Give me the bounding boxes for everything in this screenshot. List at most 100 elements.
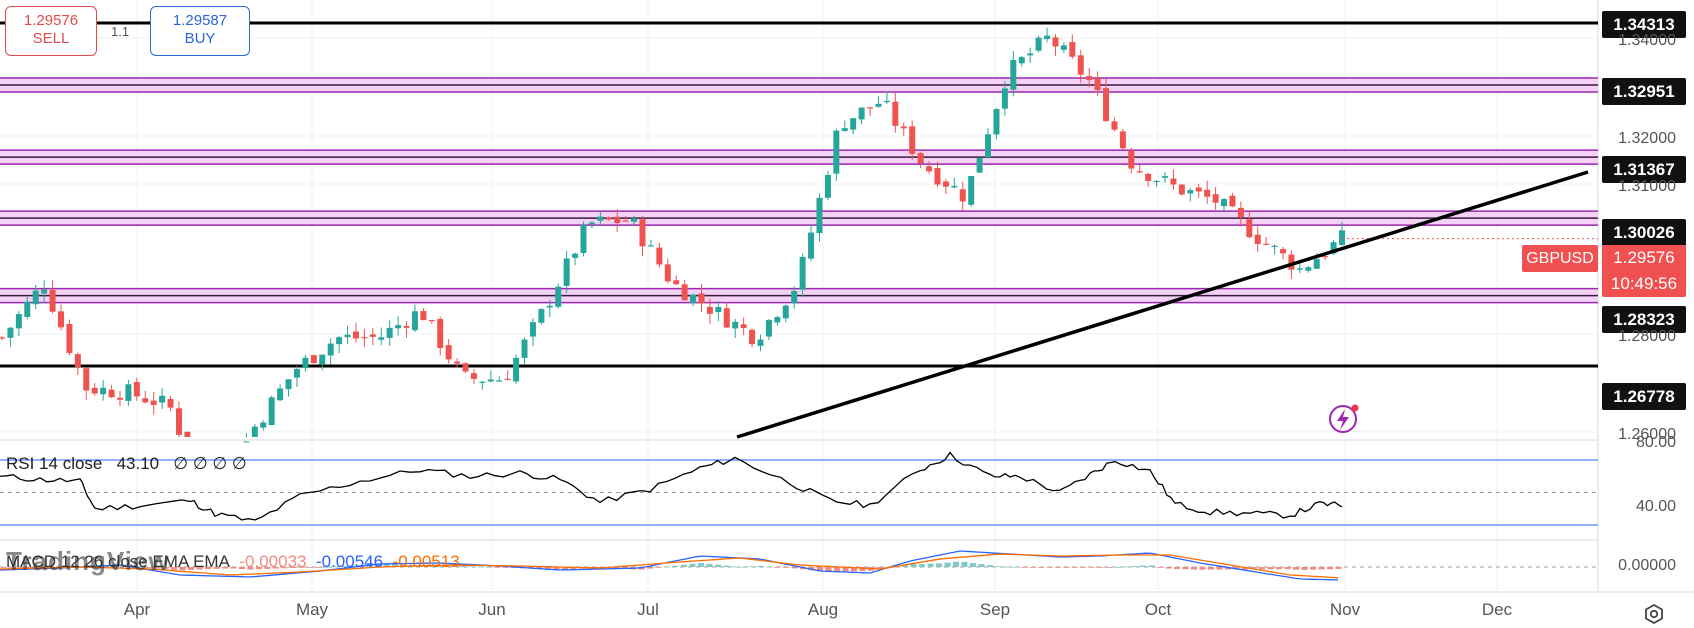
sell-label: SELL <box>32 30 70 47</box>
symbol-label: GBPUSD <box>1522 245 1598 272</box>
candle-body <box>1094 78 1101 91</box>
macd-histogram-bar <box>18 567 24 568</box>
macd-histogram-bar <box>256 567 262 570</box>
macd-histogram-bar <box>825 567 832 572</box>
candle-body <box>1010 59 1017 90</box>
candle-body <box>917 152 924 164</box>
settings-icon[interactable] <box>1643 603 1665 625</box>
macd-histogram-bar <box>613 567 619 569</box>
macd-histogram-bar <box>715 564 721 567</box>
month-aug: Aug <box>807 600 839 619</box>
macd-label: MACD 12 26 close EMA EMA <box>6 552 230 571</box>
macd-histogram-bar <box>375 564 381 567</box>
sell-button[interactable]: 1.29576 SELL <box>5 6 97 56</box>
candle-body <box>7 327 14 338</box>
candle-body <box>605 217 612 220</box>
macd-histogram-bar <box>341 566 347 567</box>
macd-histogram-bar <box>485 566 492 568</box>
candle-body <box>808 232 815 259</box>
month-nov: Nov <box>1329 600 1361 619</box>
macd-histogram-bar <box>995 566 1002 568</box>
candle-body <box>487 379 494 382</box>
candle-body <box>150 400 157 405</box>
candle-body <box>496 380 503 382</box>
macd-histogram-bar <box>698 562 704 567</box>
macd-histogram-bar <box>1012 566 1019 568</box>
candle-body <box>588 222 595 225</box>
price-tick-1: 1.34000 <box>1618 32 1676 49</box>
buy-label: BUY <box>184 30 216 47</box>
candle-body <box>1212 194 1219 203</box>
rsi-tick-40: 40.00 <box>1635 498 1676 515</box>
macd-histogram-bar <box>1123 566 1129 568</box>
candle-body <box>900 126 907 129</box>
candle-body <box>883 100 890 103</box>
buy-button[interactable]: 1.29587 BUY <box>150 6 250 56</box>
macd-histogram-bar <box>740 566 747 568</box>
candle-body <box>116 397 123 400</box>
candle-body <box>386 327 393 338</box>
rsi-placeholders: ∅ ∅ ∅ ∅ <box>173 454 247 473</box>
macd-histogram-bar <box>366 564 373 567</box>
macd-histogram-bar <box>298 567 305 568</box>
candle-body <box>647 245 654 247</box>
level-label-1: 1.34313 <box>1602 11 1686 38</box>
macd-histogram-bar <box>1267 567 1274 570</box>
candle-body <box>437 318 444 348</box>
macd-histogram-bar <box>936 563 942 567</box>
macd-histogram-bar <box>1063 567 1070 568</box>
rsi-tick-80: 80.00 <box>1635 434 1676 451</box>
macd-histogram-bar <box>1318 567 1325 570</box>
macd-histogram-bar <box>1276 567 1282 570</box>
macd-histogram-bar <box>290 567 296 568</box>
macd-histogram-bar <box>681 564 687 567</box>
macd-histogram-bar <box>1225 567 1231 570</box>
candle-body <box>765 319 772 337</box>
candle-body <box>782 305 789 319</box>
macd-histogram-bar <box>1208 567 1214 570</box>
candle-body <box>572 253 579 258</box>
current-price-label: 1.29576 10:49:56 <box>1602 245 1686 297</box>
candle-body <box>968 175 975 205</box>
signal-value: -0.00513 <box>392 552 460 571</box>
current-price: 1.29576 <box>1613 248 1675 267</box>
macd-legend: MACD 12 26 close EMA EMA -0.00033 -0.005… <box>6 552 460 572</box>
macd-histogram-bar <box>247 567 254 570</box>
candle-body <box>740 324 747 329</box>
macd-histogram-bar <box>332 566 339 568</box>
candle-body <box>428 320 435 322</box>
candle-body <box>690 294 697 304</box>
level-label-4: 1.30026 <box>1602 219 1686 246</box>
macd-histogram-bar <box>749 566 755 568</box>
macd-histogram-bar <box>188 567 194 570</box>
candle-body <box>268 397 275 426</box>
macd-histogram-bar <box>723 565 730 567</box>
candle-body <box>1263 243 1270 245</box>
month-jun: Jun <box>478 600 506 619</box>
macd-histogram-bar <box>1106 567 1112 568</box>
trendline <box>736 170 1589 439</box>
macd-histogram-bar <box>307 567 313 568</box>
price-tick-4: 1.28000 <box>1618 328 1676 345</box>
macd-histogram-bar <box>978 564 985 567</box>
candle-body <box>858 107 865 120</box>
macd-histogram-bar <box>919 563 925 567</box>
macd-histogram-bar <box>1284 567 1291 570</box>
candle-body <box>1229 195 1236 207</box>
macd-histogram-bar <box>817 567 823 572</box>
macd-histogram-bar <box>1148 565 1155 567</box>
macd-histogram-bar <box>706 563 713 567</box>
candle-body <box>1018 57 1025 64</box>
price-tick-5: 1.26000 <box>1618 426 1676 443</box>
macd-histogram-bar <box>689 563 696 567</box>
candle-body <box>133 381 140 397</box>
candle-body <box>1339 230 1345 246</box>
candle-body <box>774 317 781 323</box>
macd-histogram-bar <box>1242 567 1248 570</box>
macd-histogram-bar <box>1157 567 1163 568</box>
candle-body <box>521 339 528 358</box>
level-label-5: 1.28323 <box>1602 306 1686 333</box>
macd-histogram-bar <box>1004 566 1010 568</box>
candle-body <box>681 284 688 301</box>
